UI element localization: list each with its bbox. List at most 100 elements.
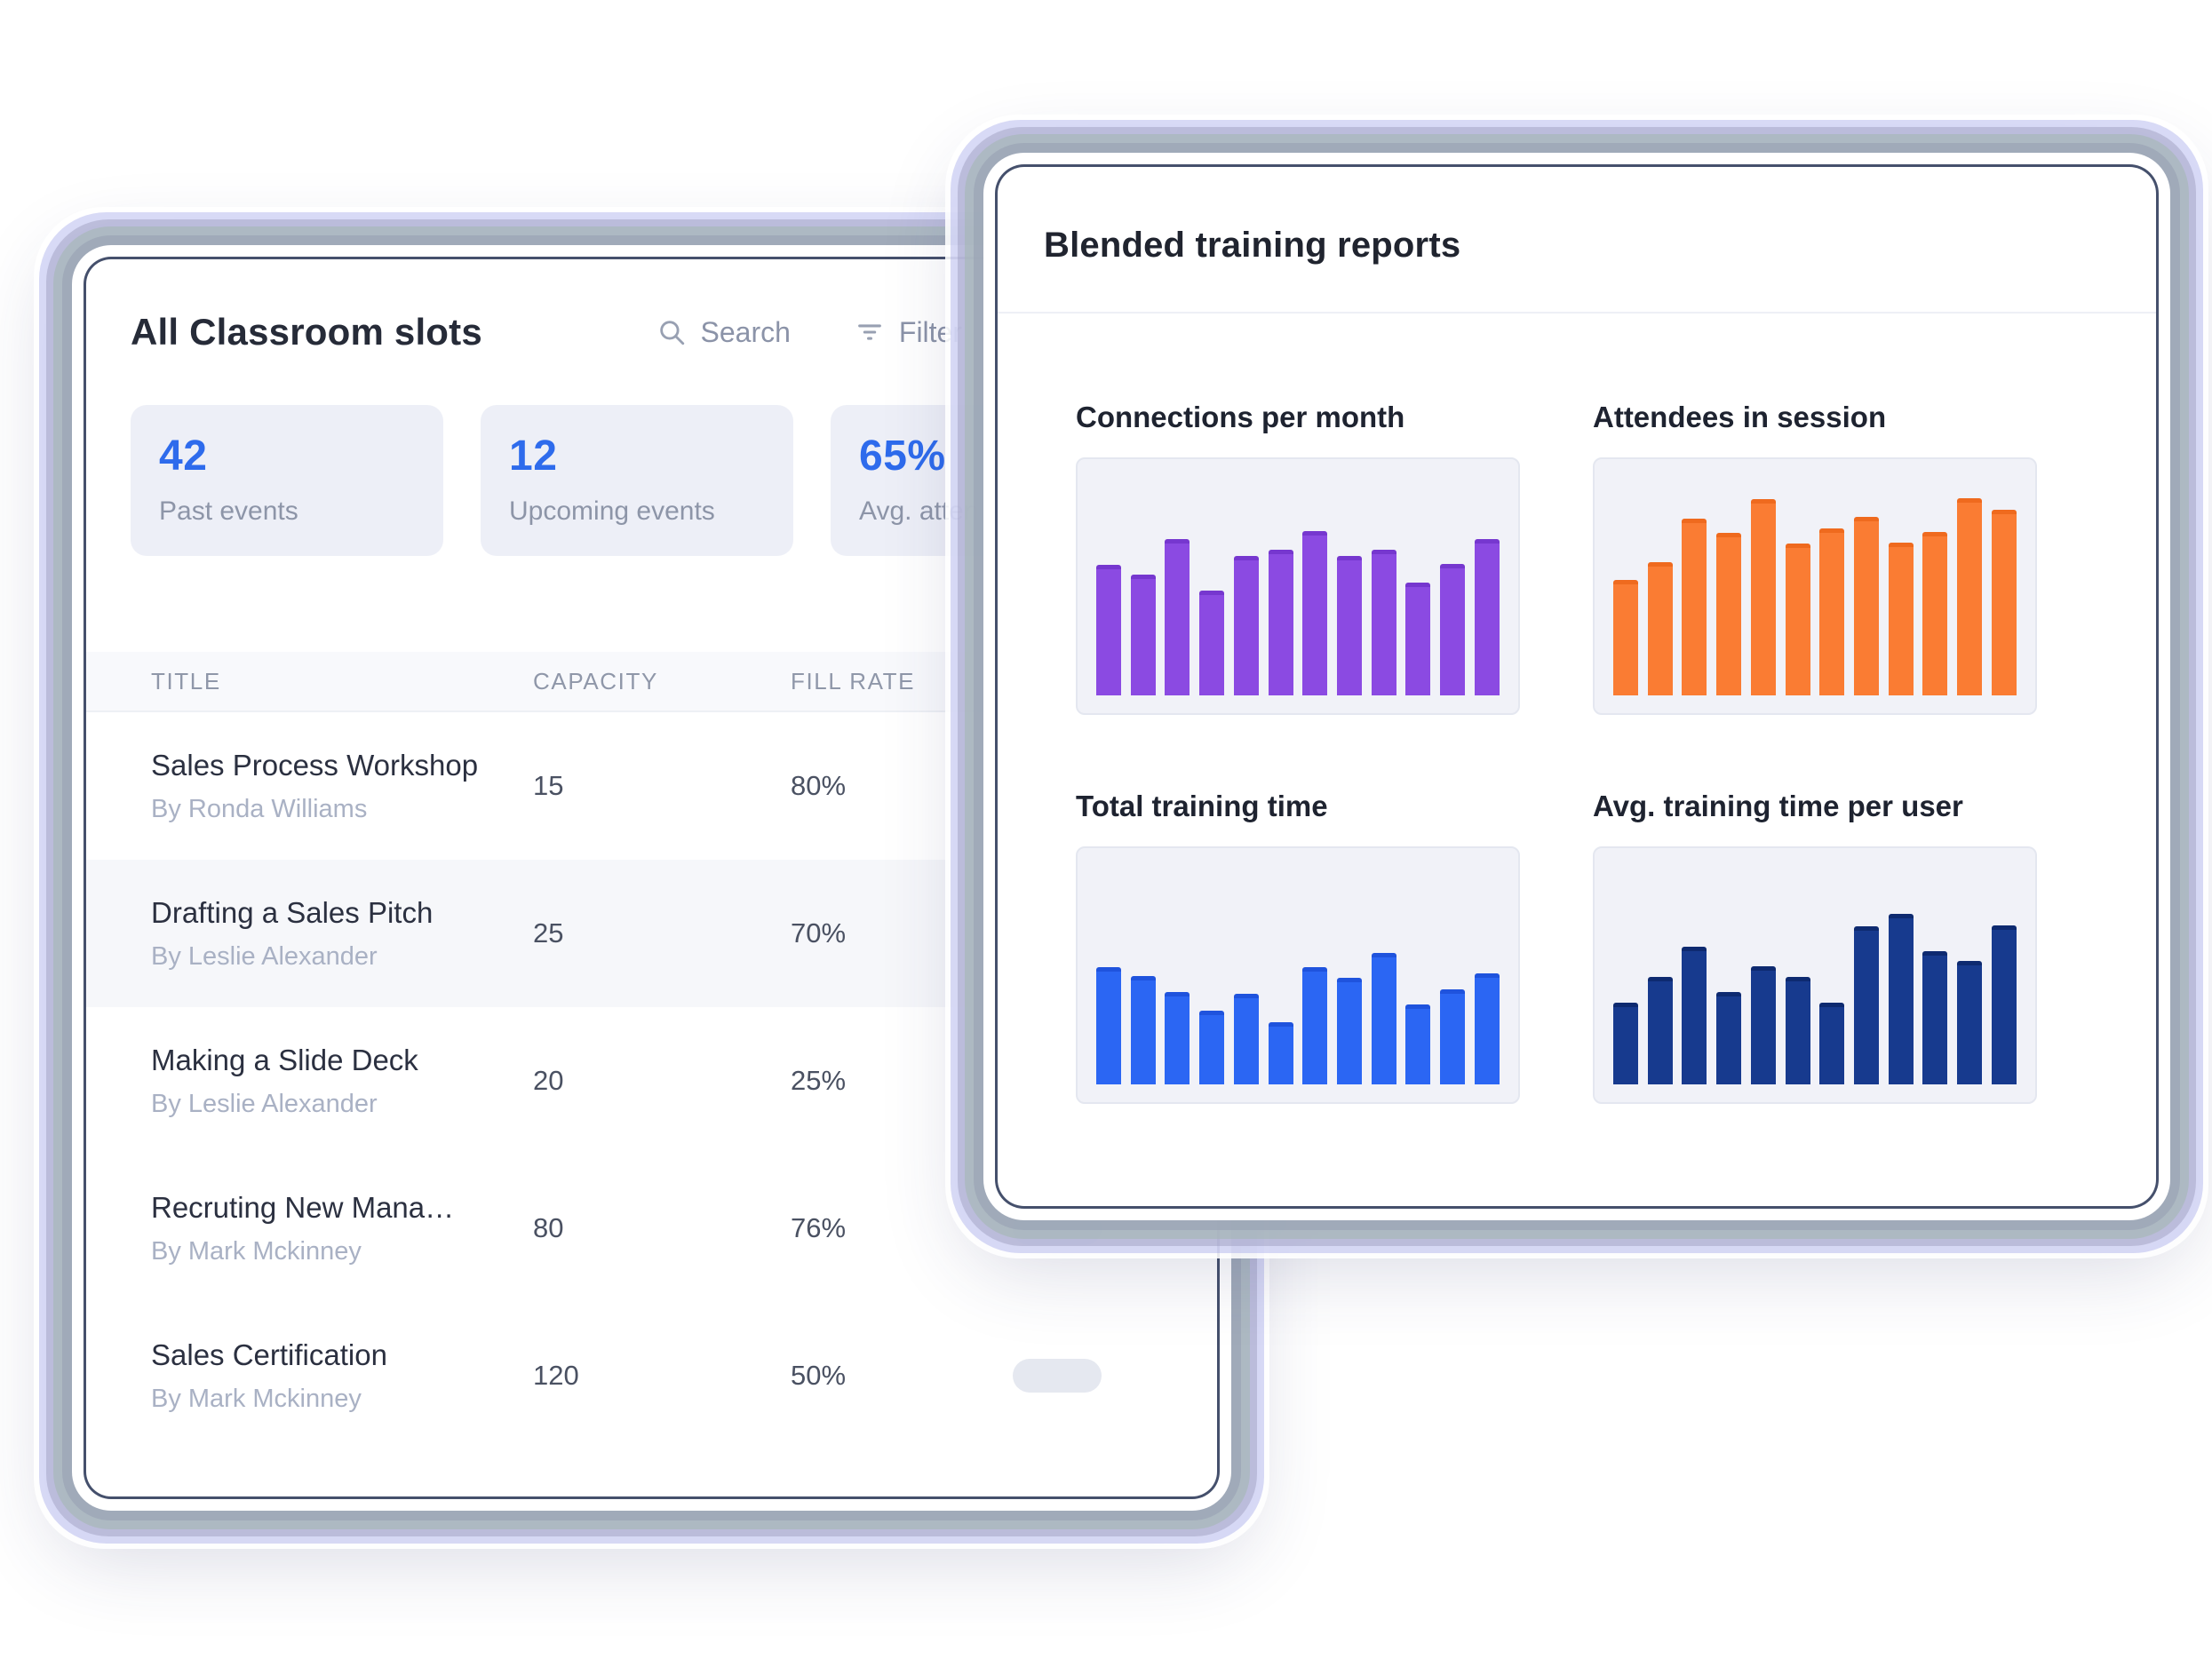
event-cell: Making a Slide Deck By Leslie Alexander (151, 1044, 533, 1119)
bar (1405, 583, 1431, 695)
row-action-pill[interactable] (1013, 1359, 1102, 1393)
fill-rate-value: 80% (791, 770, 847, 801)
chart-title: Avg. training time per user (1593, 790, 1963, 822)
bar (1440, 564, 1466, 695)
bar (1613, 580, 1638, 695)
chart-title: Attendees in session (1593, 401, 1887, 433)
capacity-value: 20 (533, 1065, 564, 1096)
event-title: Drafting a Sales Pitch (151, 895, 434, 929)
blended-reports-card: Blended training reports Connections per… (998, 167, 2156, 1206)
search-icon (656, 317, 687, 347)
bar (1922, 951, 1948, 1084)
capacity-value: 120 (533, 1360, 579, 1391)
bar-chart (1076, 457, 1520, 715)
reports-card-header: Blended training reports (998, 167, 2156, 314)
bar (1474, 973, 1500, 1084)
bar (1716, 992, 1742, 1084)
bar (1337, 556, 1363, 695)
event-title: Recruting New Mana… (151, 1190, 455, 1224)
bar (1785, 977, 1810, 1084)
bar (1302, 967, 1328, 1084)
row-action-pill[interactable] (1013, 1211, 1102, 1245)
bar (1165, 539, 1190, 695)
event-title: Sales Certification (151, 1338, 387, 1371)
bar (1854, 517, 1880, 695)
fill-rate-value: 50% (791, 1360, 847, 1391)
event-byline: By Mark Mckinney (151, 1384, 362, 1413)
filter-label: Filter (898, 315, 962, 348)
stat-label: Upcoming events (509, 496, 715, 526)
chart-title: Total training time (1076, 790, 1328, 822)
bar-chart (1076, 846, 1520, 1104)
bar (1199, 1011, 1225, 1084)
bar (1716, 533, 1742, 695)
bar (1130, 976, 1156, 1084)
bar (1474, 539, 1500, 695)
bar (1682, 519, 1707, 695)
bar (1337, 978, 1363, 1084)
stat-upcoming-events: 12 Upcoming events (481, 405, 793, 556)
header-actions: Search Filter (656, 316, 962, 349)
event-cell: Sales Process Workshop By Ronda Williams (151, 749, 533, 824)
filter-icon (855, 317, 885, 347)
search-label: Search (700, 315, 791, 348)
fill-rate-value: 25% (791, 1065, 847, 1096)
bar (1233, 994, 1259, 1084)
charts-grid: Connections per month Attendees in sessi… (998, 314, 2156, 1104)
column-header-fill-rate: FILL RATE (791, 667, 916, 695)
page-title: All Classroom slots (131, 311, 482, 353)
bar (1371, 953, 1396, 1084)
search-button[interactable]: Search (656, 316, 791, 349)
stat-label: Avg. atten (859, 496, 979, 526)
capacity-value: 25 (533, 917, 564, 949)
bar (1647, 562, 1673, 695)
bar (1268, 550, 1293, 695)
bar (1991, 925, 2017, 1084)
classroom-card-header: All Classroom slots Search (86, 259, 1217, 353)
bar-chart (1593, 846, 2037, 1104)
bar (1819, 528, 1845, 695)
bar (1750, 499, 1776, 695)
bar (1371, 550, 1396, 695)
bar (1819, 1003, 1845, 1084)
capacity-value: 80 (533, 1212, 564, 1243)
bar (1130, 575, 1156, 695)
fill-rate-value: 70% (791, 917, 847, 949)
stat-past-events: 42 Past events (131, 405, 443, 556)
bar (1165, 992, 1190, 1084)
bar (1750, 966, 1776, 1084)
bar-chart (1593, 457, 2037, 715)
bar (1957, 498, 1983, 695)
event-title: Sales Process Workshop (151, 748, 479, 782)
bar (1785, 544, 1810, 695)
fill-rate-value: 76% (791, 1212, 847, 1243)
stat-value: 12 (509, 433, 558, 480)
column-header-title: TITLE (151, 667, 221, 695)
reports-title: Blended training reports (1044, 226, 1461, 265)
event-cell: Sales Certification By Mark Mckinney (151, 1338, 533, 1414)
bar (1096, 565, 1121, 695)
event-byline: By Mark Mckinney (151, 1236, 362, 1266)
chart-attendees-in-session: Attendees in session (1593, 314, 2037, 715)
bar (1440, 989, 1466, 1084)
filter-button[interactable]: Filter (855, 316, 962, 349)
event-title: Making a Slide Deck (151, 1043, 418, 1076)
chart-title: Connections per month (1076, 401, 1405, 433)
chart-total-training-time: Total training time (1076, 715, 1520, 1104)
stat-value: 65% (859, 433, 946, 480)
action-cell (1013, 1211, 1217, 1245)
chart-avg-training-time-per-user: Avg. training time per user (1593, 715, 2037, 1104)
bar (1096, 967, 1121, 1084)
bar (1405, 1004, 1431, 1084)
event-byline: By Ronda Williams (151, 794, 368, 823)
chart-connections-per-month: Connections per month (1076, 314, 1520, 715)
bar (1199, 591, 1225, 695)
bar (1682, 947, 1707, 1084)
bar (1233, 556, 1259, 695)
event-cell: Recruting New Mana… By Mark Mckinney (151, 1191, 533, 1266)
action-cell (1013, 1359, 1217, 1393)
bar (1647, 977, 1673, 1084)
table-row[interactable]: Recruting New Mana… By Mark Mckinney 80 76% (86, 1155, 1217, 1302)
table-row[interactable]: Sales Certification By Mark Mckinney 120 50… (86, 1302, 1217, 1449)
